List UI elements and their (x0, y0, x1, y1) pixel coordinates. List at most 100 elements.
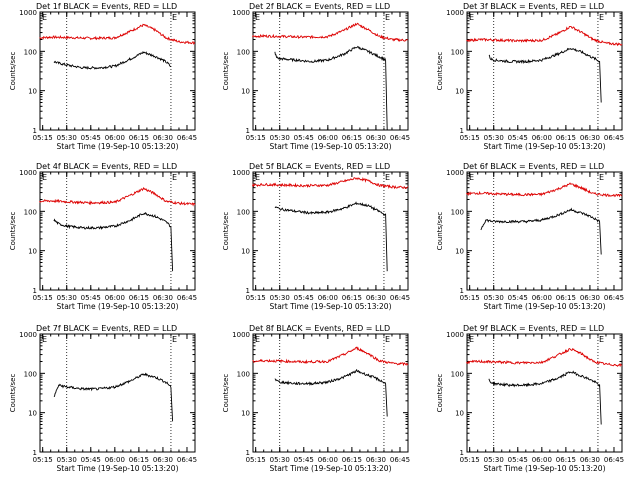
x-tick-label: 05:45 (294, 134, 314, 142)
y-tick-label: 1 (33, 127, 37, 135)
detector-panel: Det 2f BLACK = Events, RED = LLD 1 10 100 10… (222, 2, 410, 151)
y-axis-label: Counts/sec (436, 212, 444, 251)
events-series-line (53, 51, 172, 70)
event-start-label: E (469, 13, 474, 22)
events-series-line (53, 212, 174, 272)
panel-title: Det 8f BLACK = Events, RED = LLD (249, 324, 390, 333)
detector-panel: Det 5f BLACK = Events, RED = LLD 1 10 100 10… (222, 162, 410, 311)
x-tick-label: 05:15 (246, 294, 266, 302)
y-tick-label: 1000 (232, 331, 250, 339)
y-axis-label: Counts/sec (9, 52, 17, 91)
x-axis-label: Start Time (19-Sep-10 05:13:20) (270, 302, 392, 311)
x-tick-label: 06:00 (105, 456, 125, 464)
y-axis-label: Counts/sec (222, 212, 230, 251)
plot-frame (466, 333, 623, 453)
event-end-label: E (599, 335, 604, 344)
y-tick-label: 100 (451, 48, 464, 56)
y-tick-label: 10 (455, 248, 464, 256)
event-start-label: E (255, 173, 260, 182)
y-tick-label: 100 (237, 208, 250, 216)
event-start-label: E (255, 335, 260, 344)
lld-series-line (252, 177, 409, 190)
detector-panel: Det 1f BLACK = Events, RED = LLD 1 10 100 10… (9, 2, 197, 151)
x-tick-label: 05:45 (294, 456, 314, 464)
event-start-label: E (42, 13, 47, 22)
y-tick-label: 1 (460, 127, 464, 135)
x-tick-label: 06:45 (390, 134, 410, 142)
x-tick-label: 05:30 (57, 134, 77, 142)
lld-series-line (39, 186, 196, 207)
y-tick-label: 10 (28, 410, 37, 418)
x-tick-label: 05:45 (81, 134, 101, 142)
y-tick-label: 1000 (446, 9, 464, 17)
x-tick-label: 06:00 (532, 456, 552, 464)
x-tick-label: 06:00 (532, 134, 552, 142)
y-tick-label: 1 (246, 127, 250, 135)
event-start-label: E (469, 335, 474, 344)
x-tick-label: 06:30 (153, 294, 173, 302)
y-tick-label: 1 (246, 287, 250, 295)
x-tick-label: 06:15 (129, 134, 149, 142)
x-tick-label: 05:30 (484, 456, 504, 464)
x-tick-label: 06:15 (342, 456, 362, 464)
x-tick-label: 06:15 (556, 456, 576, 464)
panel-title: Det 3f BLACK = Events, RED = LLD (463, 2, 604, 11)
detector-panel: Det 6f BLACK = Events, RED = LLD 1 10 100 10… (436, 162, 624, 311)
x-tick-label: 06:45 (177, 134, 197, 142)
y-tick-label: 1000 (19, 9, 37, 17)
y-tick-label: 100 (237, 370, 250, 378)
x-tick-label: 05:30 (270, 294, 290, 302)
y-tick-label: 10 (455, 88, 464, 96)
x-axis-label: Start Time (19-Sep-10 05:13:20) (270, 464, 392, 473)
x-tick-label: 06:15 (342, 134, 362, 142)
y-tick-label: 100 (451, 208, 464, 216)
x-tick-label: 06:30 (366, 456, 386, 464)
events-series-line (488, 47, 602, 103)
x-tick-label: 05:15 (33, 294, 53, 302)
y-tick-label: 1 (460, 449, 464, 457)
x-tick-label: 05:15 (246, 456, 266, 464)
event-end-label: E (172, 173, 177, 182)
x-tick-label: 05:45 (508, 134, 528, 142)
event-end-label: E (385, 335, 390, 344)
event-start-label: E (255, 13, 260, 22)
lld-series-line (252, 346, 409, 367)
y-tick-label: 1000 (232, 9, 250, 17)
lld-series-line (39, 23, 196, 45)
plot-frame (466, 11, 623, 131)
x-tick-label: 05:30 (270, 456, 290, 464)
y-tick-label: 10 (455, 410, 464, 418)
x-tick-label: 06:30 (580, 294, 600, 302)
panel-title: Det 7f BLACK = Events, RED = LLD (36, 324, 177, 333)
detector-panel: Det 7f BLACK = Events, RED = LLD 1 10 100 10… (9, 324, 197, 473)
x-tick-label: 06:00 (105, 134, 125, 142)
y-tick-label: 100 (451, 370, 464, 378)
x-tick-label: 05:45 (508, 294, 528, 302)
x-tick-label: 05:15 (246, 134, 266, 142)
events-series-line (274, 368, 388, 417)
y-tick-label: 1000 (446, 169, 464, 177)
event-end-label: E (385, 173, 390, 182)
x-tick-label: 06:45 (390, 456, 410, 464)
x-tick-label: 06:00 (318, 456, 338, 464)
x-tick-label: 06:15 (129, 294, 149, 302)
y-tick-label: 10 (241, 88, 250, 96)
panel-title: Det 1f BLACK = Events, RED = LLD (36, 2, 177, 11)
y-axis-label: Counts/sec (9, 212, 17, 251)
x-tick-label: 05:30 (484, 294, 504, 302)
x-tick-label: 06:30 (580, 456, 600, 464)
y-tick-label: 10 (28, 88, 37, 96)
events-series-line (53, 372, 174, 422)
x-tick-label: 05:45 (81, 456, 101, 464)
y-tick-label: 100 (237, 48, 250, 56)
y-tick-label: 1 (33, 449, 37, 457)
y-tick-label: 1 (246, 449, 250, 457)
detector-panel: Det 8f BLACK = Events, RED = LLD 1 10 100 10… (222, 324, 410, 473)
y-tick-label: 1 (33, 287, 37, 295)
x-axis-label: Start Time (19-Sep-10 05:13:20) (270, 142, 392, 151)
lld-series-line (466, 347, 623, 368)
y-tick-label: 10 (241, 248, 250, 256)
x-tick-label: 05:30 (270, 134, 290, 142)
x-tick-label: 06:30 (366, 294, 386, 302)
